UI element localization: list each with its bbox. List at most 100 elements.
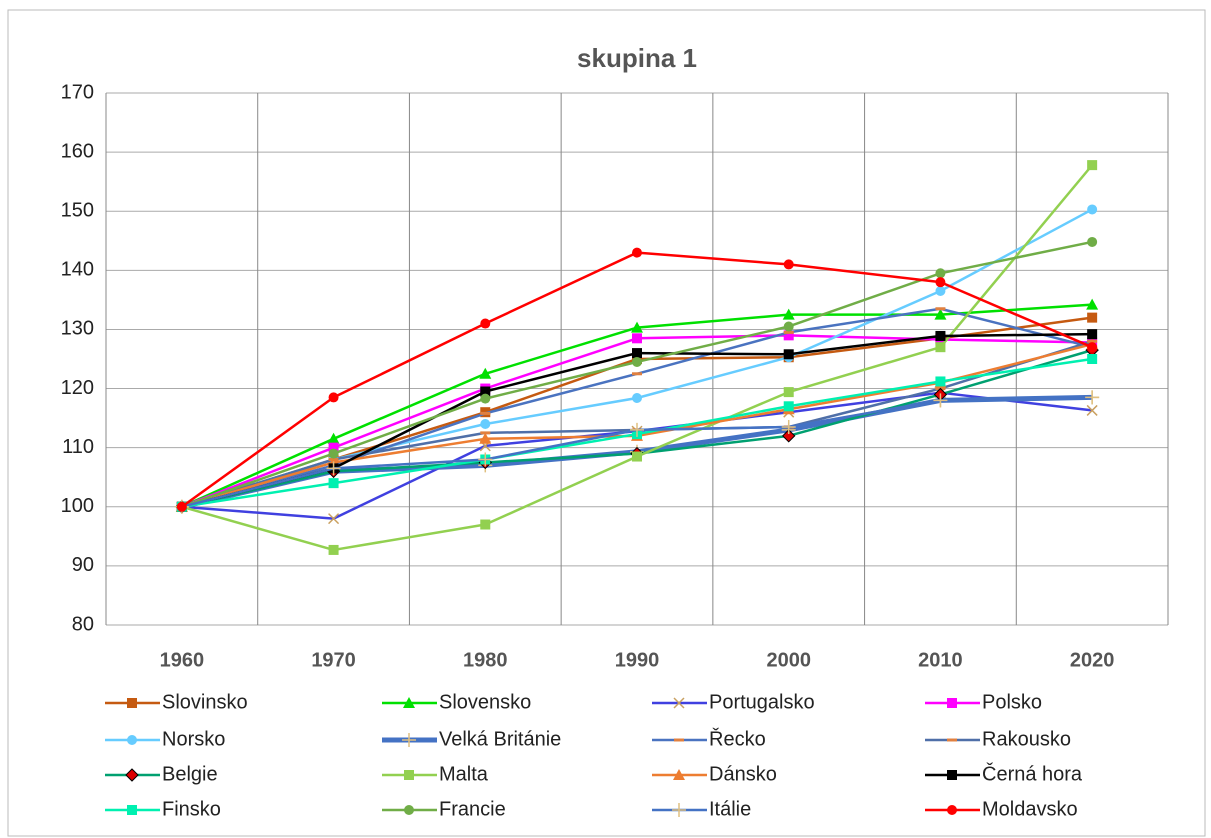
marker — [1086, 404, 1098, 416]
marker — [674, 738, 684, 742]
marker — [783, 259, 794, 270]
y-tick-label: 120 — [61, 377, 94, 399]
marker — [403, 697, 415, 708]
marker — [935, 376, 946, 387]
y-tick-label: 90 — [72, 554, 94, 576]
legend-label: Řecko — [709, 727, 766, 750]
marker — [1087, 204, 1098, 215]
marker — [935, 330, 946, 341]
marker — [783, 321, 794, 332]
marker — [632, 393, 642, 404]
marker — [783, 330, 794, 334]
marker — [947, 805, 957, 815]
marker — [632, 451, 642, 462]
marker — [783, 349, 794, 360]
marker — [935, 307, 946, 311]
y-tick-label: 110 — [62, 436, 94, 458]
marker — [630, 422, 644, 437]
marker — [1087, 329, 1098, 340]
legend-label: Finsko — [162, 798, 221, 820]
marker — [480, 393, 491, 404]
marker — [328, 448, 339, 459]
x-tick-label: 1990 — [615, 649, 660, 671]
marker — [404, 805, 414, 815]
legend-label: Rakousko — [982, 728, 1071, 750]
legend-label: Itálie — [709, 798, 751, 820]
marker — [327, 432, 340, 444]
legend-label: Malta — [439, 763, 489, 785]
marker — [632, 372, 642, 376]
marker — [632, 247, 642, 258]
y-tick-label: 140 — [61, 259, 94, 281]
marker — [127, 735, 137, 745]
y-tick-label: 130 — [61, 318, 94, 340]
y-tick-label: 150 — [61, 200, 94, 222]
marker — [326, 461, 341, 476]
y-tick-label: 100 — [61, 495, 94, 517]
marker — [480, 411, 491, 415]
x-tick-label: 1970 — [311, 649, 356, 671]
marker — [935, 342, 946, 353]
marker — [782, 308, 795, 320]
marker — [328, 442, 339, 453]
marker — [935, 268, 946, 279]
marker — [176, 501, 187, 512]
x-tick-label: 2000 — [766, 649, 811, 671]
marker — [632, 356, 642, 367]
marker — [328, 392, 339, 403]
marker — [328, 544, 339, 555]
marker — [947, 738, 957, 742]
marker — [480, 386, 491, 397]
marker — [935, 286, 946, 297]
legend-label: Polsko — [982, 691, 1042, 713]
marker — [1087, 236, 1098, 247]
x-tick-label: 1960 — [160, 649, 205, 671]
marker — [947, 698, 957, 708]
x-tick-label: 1980 — [463, 649, 508, 671]
marker — [632, 333, 642, 344]
marker — [947, 770, 957, 780]
marker — [480, 419, 491, 430]
legend-label: Portugalsko — [709, 691, 815, 713]
marker — [781, 419, 796, 434]
marker — [1087, 160, 1098, 171]
marker — [1087, 342, 1098, 353]
marker — [934, 308, 947, 320]
marker — [782, 429, 796, 443]
marker — [673, 769, 685, 780]
marker — [1086, 298, 1099, 310]
legend-label: Belgie — [162, 763, 218, 785]
legend-label: Slovinsko — [162, 691, 248, 713]
marker — [672, 803, 686, 817]
chart-title: skupina 1 — [577, 43, 697, 73]
legend-label: Dánsko — [709, 763, 777, 785]
marker — [933, 393, 948, 408]
marker — [479, 432, 492, 444]
marker — [631, 321, 643, 333]
marker — [935, 277, 946, 288]
y-tick-label: 170 — [61, 81, 94, 103]
marker — [783, 401, 794, 412]
marker — [127, 698, 137, 708]
marker — [480, 519, 491, 530]
marker — [127, 805, 137, 815]
y-tick-label: 160 — [61, 140, 94, 162]
chart-border — [7, 9, 1206, 837]
marker — [404, 770, 414, 780]
legend-label: Černá hora — [982, 762, 1083, 785]
marker — [402, 733, 416, 747]
legend-label: Slovensko — [439, 691, 531, 713]
marker — [328, 513, 340, 525]
legend-label: Francie — [439, 798, 506, 820]
marker — [478, 452, 493, 467]
legend-label: Velká Británie — [439, 728, 561, 750]
y-tick-label: 80 — [72, 613, 94, 635]
marker — [125, 768, 139, 782]
marker — [1087, 354, 1098, 364]
marker — [479, 367, 492, 379]
x-tick-label: 2010 — [918, 649, 963, 671]
marker — [673, 697, 685, 709]
marker — [783, 330, 794, 341]
